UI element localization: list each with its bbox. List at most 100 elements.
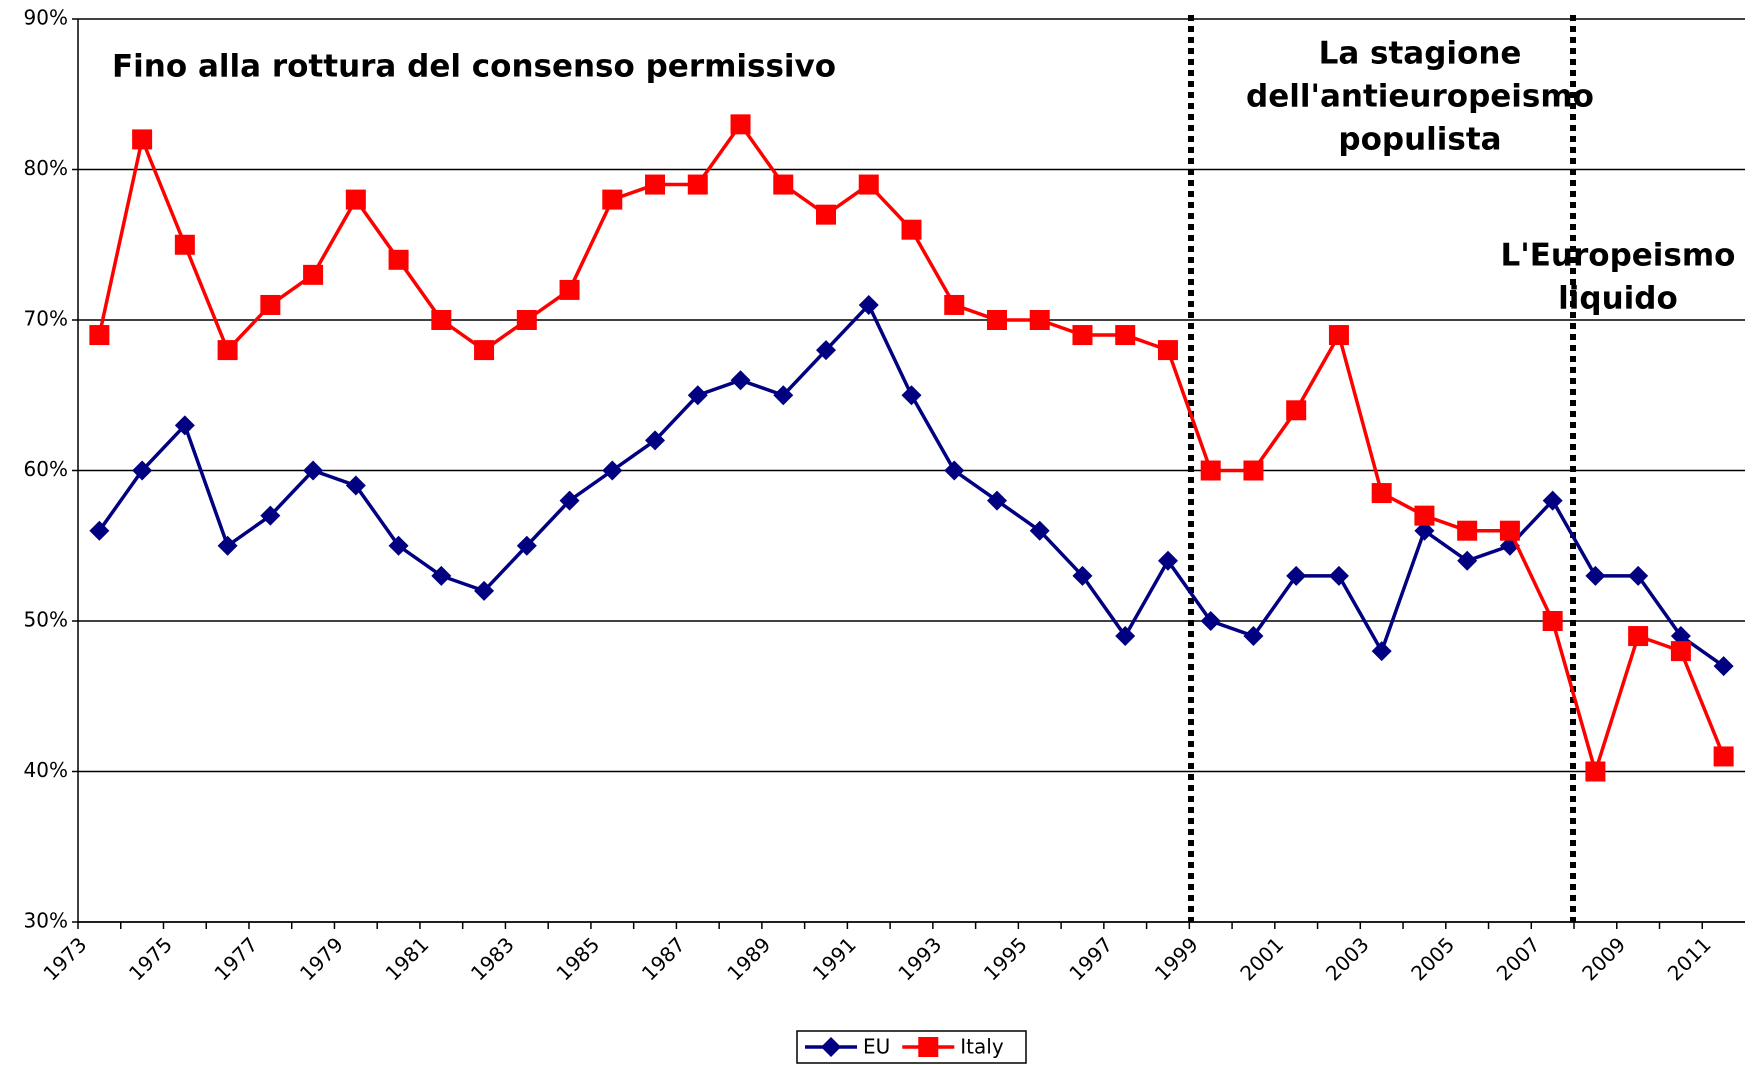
data-point xyxy=(1328,565,1349,586)
data-point xyxy=(303,264,324,285)
data-point xyxy=(1200,611,1221,631)
data-point xyxy=(1029,520,1050,541)
data-point xyxy=(1072,325,1093,346)
data-point xyxy=(1457,550,1478,571)
data-point xyxy=(773,174,794,195)
data-point xyxy=(303,460,324,481)
data-point xyxy=(345,475,366,496)
annotation: populista xyxy=(1338,122,1501,158)
x-tick-label: 1975 xyxy=(124,932,177,985)
data-point xyxy=(1371,483,1392,504)
x-tick-label: 1983 xyxy=(466,932,519,985)
data-point xyxy=(687,385,708,406)
data-point xyxy=(1499,520,1520,541)
data-point xyxy=(89,325,110,346)
data-point xyxy=(944,460,965,481)
annotation: L'Europeismo xyxy=(1501,238,1736,274)
data-point xyxy=(388,535,409,556)
x-tick-label: 1987 xyxy=(637,932,690,985)
x-tick-label: 2011 xyxy=(1663,932,1716,985)
y-tick-label: 60% xyxy=(24,457,68,481)
data-point xyxy=(645,174,666,195)
data-point xyxy=(1286,400,1307,421)
x-tick-label: 1997 xyxy=(1064,932,1117,985)
data-point xyxy=(516,310,537,330)
legend-marker xyxy=(918,1037,939,1057)
data-point xyxy=(986,490,1007,511)
data-point xyxy=(1628,565,1649,586)
x-tick-label: 1989 xyxy=(722,932,775,985)
data-point xyxy=(1585,565,1606,586)
x-tick-label: 2001 xyxy=(1235,932,1288,985)
data-point xyxy=(687,174,708,195)
legend-marker xyxy=(821,1037,841,1057)
data-point xyxy=(431,310,452,330)
x-tick-label: 1991 xyxy=(808,932,861,985)
annotation: dell'antieuropeismo xyxy=(1246,79,1594,115)
data-point xyxy=(217,340,238,361)
data-point xyxy=(132,460,153,481)
data-point xyxy=(388,249,409,270)
data-point xyxy=(901,385,922,406)
x-tick-label: 2005 xyxy=(1406,932,1459,985)
x-tick-label: 1979 xyxy=(295,932,348,985)
data-point xyxy=(431,565,452,586)
data-point xyxy=(858,174,879,195)
data-point xyxy=(944,294,965,315)
y-tick-label: 30% xyxy=(24,909,68,933)
data-point xyxy=(1457,520,1478,541)
data-point xyxy=(730,370,751,391)
data-point xyxy=(559,490,580,511)
data-point xyxy=(1286,565,1307,586)
data-point xyxy=(516,535,537,556)
x-tick-label: 1973 xyxy=(38,932,91,985)
data-point xyxy=(901,219,922,240)
x-tick-label: 2003 xyxy=(1321,932,1374,985)
x-tick-label: 2007 xyxy=(1492,932,1545,985)
data-point xyxy=(730,114,751,135)
data-point xyxy=(986,310,1007,330)
legend-label: Italy xyxy=(960,1035,1004,1059)
x-tick-label: 2009 xyxy=(1577,932,1630,985)
x-tick-label: 1999 xyxy=(1150,932,1203,985)
data-point xyxy=(345,189,366,210)
data-point xyxy=(1585,761,1606,782)
data-point xyxy=(260,294,281,315)
data-point xyxy=(1713,656,1734,677)
data-point xyxy=(1542,611,1563,631)
y-tick-label: 70% xyxy=(24,307,68,331)
x-tick-label: 1995 xyxy=(979,932,1032,985)
data-point xyxy=(174,415,195,436)
data-point xyxy=(474,580,495,601)
data-point xyxy=(559,279,580,300)
data-point xyxy=(1414,520,1435,541)
legend-label: EU xyxy=(863,1035,890,1059)
annotation: La stagione xyxy=(1319,36,1522,72)
x-tick-label: 1993 xyxy=(893,932,946,985)
data-point xyxy=(1328,325,1349,346)
x-tick-label: 1985 xyxy=(551,932,604,985)
data-point xyxy=(816,340,837,361)
data-point xyxy=(1115,626,1136,647)
data-point xyxy=(858,294,879,315)
data-point xyxy=(1072,565,1093,586)
data-point xyxy=(474,340,495,361)
data-point xyxy=(1157,550,1178,571)
annotation: liquido xyxy=(1558,281,1678,317)
data-point xyxy=(602,189,623,210)
data-point xyxy=(1029,310,1050,330)
x-tick-label: 1977 xyxy=(209,932,262,985)
y-tick-label: 50% xyxy=(24,608,68,632)
data-point xyxy=(1157,340,1178,361)
y-tick-label: 40% xyxy=(24,758,68,782)
data-point xyxy=(1670,641,1691,662)
data-point xyxy=(1713,746,1734,767)
data-point xyxy=(217,535,238,556)
data-point xyxy=(1243,626,1264,647)
data-point xyxy=(1371,641,1392,662)
x-tick-label: 1981 xyxy=(380,932,433,985)
series-line xyxy=(97,301,1725,668)
data-point xyxy=(773,385,794,406)
y-tick-label: 80% xyxy=(24,156,68,180)
